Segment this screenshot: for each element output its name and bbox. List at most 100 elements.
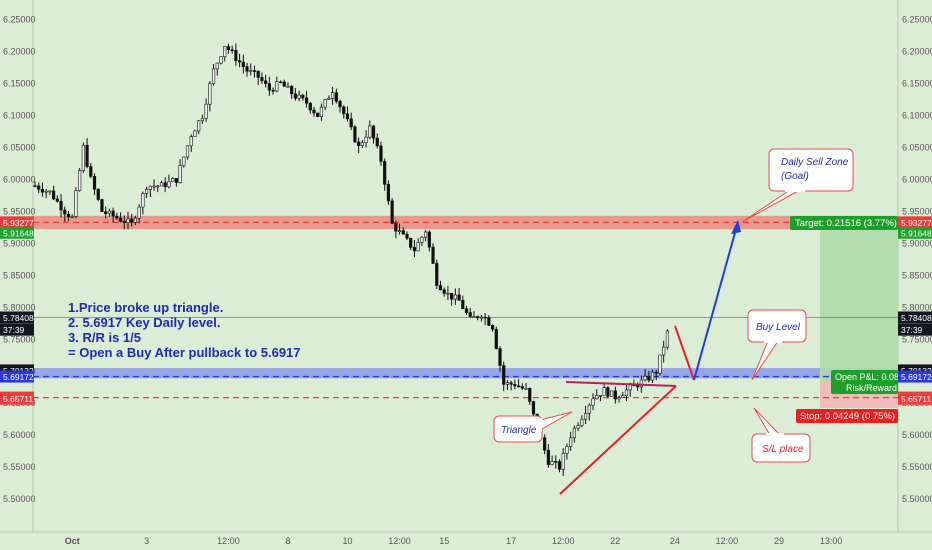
candle-body-8 [63,209,67,215]
candle-body-111 [446,292,450,295]
candle-body-3 [44,190,48,193]
x-tick-12: 29 [774,536,784,546]
x-axis: Oct 3 12:00 8 10 12:00 15 17 12:00 22 24 12:00 29 13:… [65,536,843,546]
price-tag-right-entry: 5.69172 [901,372,932,382]
candle-body-92 [375,137,379,147]
candle-body-10 [70,216,74,218]
candle-body-19 [104,211,108,214]
note-line-1: 1.Price broke up triangle. [68,300,224,315]
y-tick-right-1: 6.20000 [902,46,932,56]
sl-place-callout-cover [766,433,784,436]
candle-body-26 [130,218,134,223]
candle-body-119 [476,316,480,319]
price-tag-right-level-5-65711-bg [898,392,932,405]
sl-place-callout[interactable]: S/L place [751,407,811,463]
buy-level-callout-text: Buy Level [756,322,801,333]
sell-zone-callout[interactable]: Daily Sell Zone (Goal) [741,148,854,223]
candle-body-86 [353,126,357,143]
candle-body-165 [647,375,651,381]
candle-body-43 [193,130,197,137]
candle-body-98 [397,230,402,232]
candle-body-148 [583,413,588,420]
candle-body-156 [613,390,617,400]
candle-body-28 [137,206,141,219]
price-tag-left-level-5-65711-bg [0,392,34,405]
candle-body-48 [211,68,216,84]
candle-body-150 [591,398,595,406]
pullback-arrow[interactable] [674,325,695,381]
candle-body-37 [171,178,175,182]
candle-body-129 [513,384,517,387]
candle-body-4 [48,190,52,193]
candle-body-116 [464,308,469,313]
pnl-label-bg [831,370,898,394]
candle-body-114 [457,294,461,301]
candle-body-42 [189,136,193,147]
candle-body-84 [345,113,350,120]
triangle-resistance-line[interactable] [565,381,677,387]
candle-body-27 [133,217,138,223]
y-tick-left-1: 6.20000 [3,46,36,56]
candle-body-105 [423,231,428,238]
triangle-callout[interactable]: Triangle [493,411,573,443]
candle-body-33 [156,185,160,188]
buy-level-callout[interactable]: Buy Level [747,309,807,381]
price-tag-left-level-5-65711: 5.65711 [3,394,33,404]
candle-body-17 [96,188,100,200]
drawings-layer[interactable]: Daily Sell Zone (Goal) Buy Level Triangl… [493,148,899,495]
sell-zone-callout-line2: (Goal) [781,171,809,182]
candle-body-78 [323,99,327,108]
price-tag-left-level-5-91648-bg [0,226,34,239]
candle-body-146 [576,425,580,429]
buy-level-callout-cover [764,340,782,343]
y-tick-left-14: 5.55000 [3,462,36,472]
candle-body-12 [78,170,82,191]
candle-body-57 [245,66,249,72]
candle-body-94 [383,161,387,185]
y-tick-right-6: 5.95000 [902,206,932,216]
candle-body-32 [152,185,156,188]
candle-body-69 [290,85,294,95]
candle-body-74 [308,102,312,111]
candle-body-35 [163,182,167,188]
candle-body-131 [520,386,524,389]
candle-body-70 [293,93,298,99]
candle-body-23 [118,217,123,222]
y-tick-left-7: 5.90000 [3,238,36,248]
x-tick-3: 8 [285,536,290,546]
y-tick-right-13: 5.60000 [902,430,932,440]
candle-body-61 [260,77,264,82]
candle-body-0 [33,185,37,188]
candle-body-100 [405,233,409,239]
target-arrow-head [731,220,741,234]
candle-body-65 [275,81,279,92]
candle-body-77 [319,106,324,117]
triangle-callout-cover [538,418,542,432]
candle-body-38 [174,178,178,183]
candle-body-64 [271,89,275,92]
candle-body-50 [219,56,223,64]
candle-body-16 [92,176,97,190]
candle-body-13 [81,144,85,171]
x-tick-8: 12:00 [552,536,575,546]
price-tag-right-timer: 37:39 [901,325,923,335]
candle-body-95 [386,184,391,202]
candle-body-145 [572,427,576,439]
triangle-support-line[interactable] [559,385,677,495]
candle-body-164 [643,375,647,381]
target-arrow[interactable] [693,221,739,381]
candle-body-158 [621,395,625,398]
price-tag-left-last-bg [0,311,34,324]
sell-zone-callout-line1: Daily Sell Zone [781,157,849,168]
candle-body-144 [569,437,573,447]
candle-body-79 [327,97,331,100]
x-tick-0: Oct [65,536,80,546]
candle-body-138 [546,449,550,465]
y-tick-left-15: 5.50000 [3,494,36,504]
price-tag-right-level-5-91648-bg [898,226,932,239]
candle-body-155 [609,390,614,397]
price-tag-left-entry: 5.69172 [3,372,34,382]
candle-body-89 [364,136,368,143]
y-tick-left-0: 6.25000 [3,14,36,24]
